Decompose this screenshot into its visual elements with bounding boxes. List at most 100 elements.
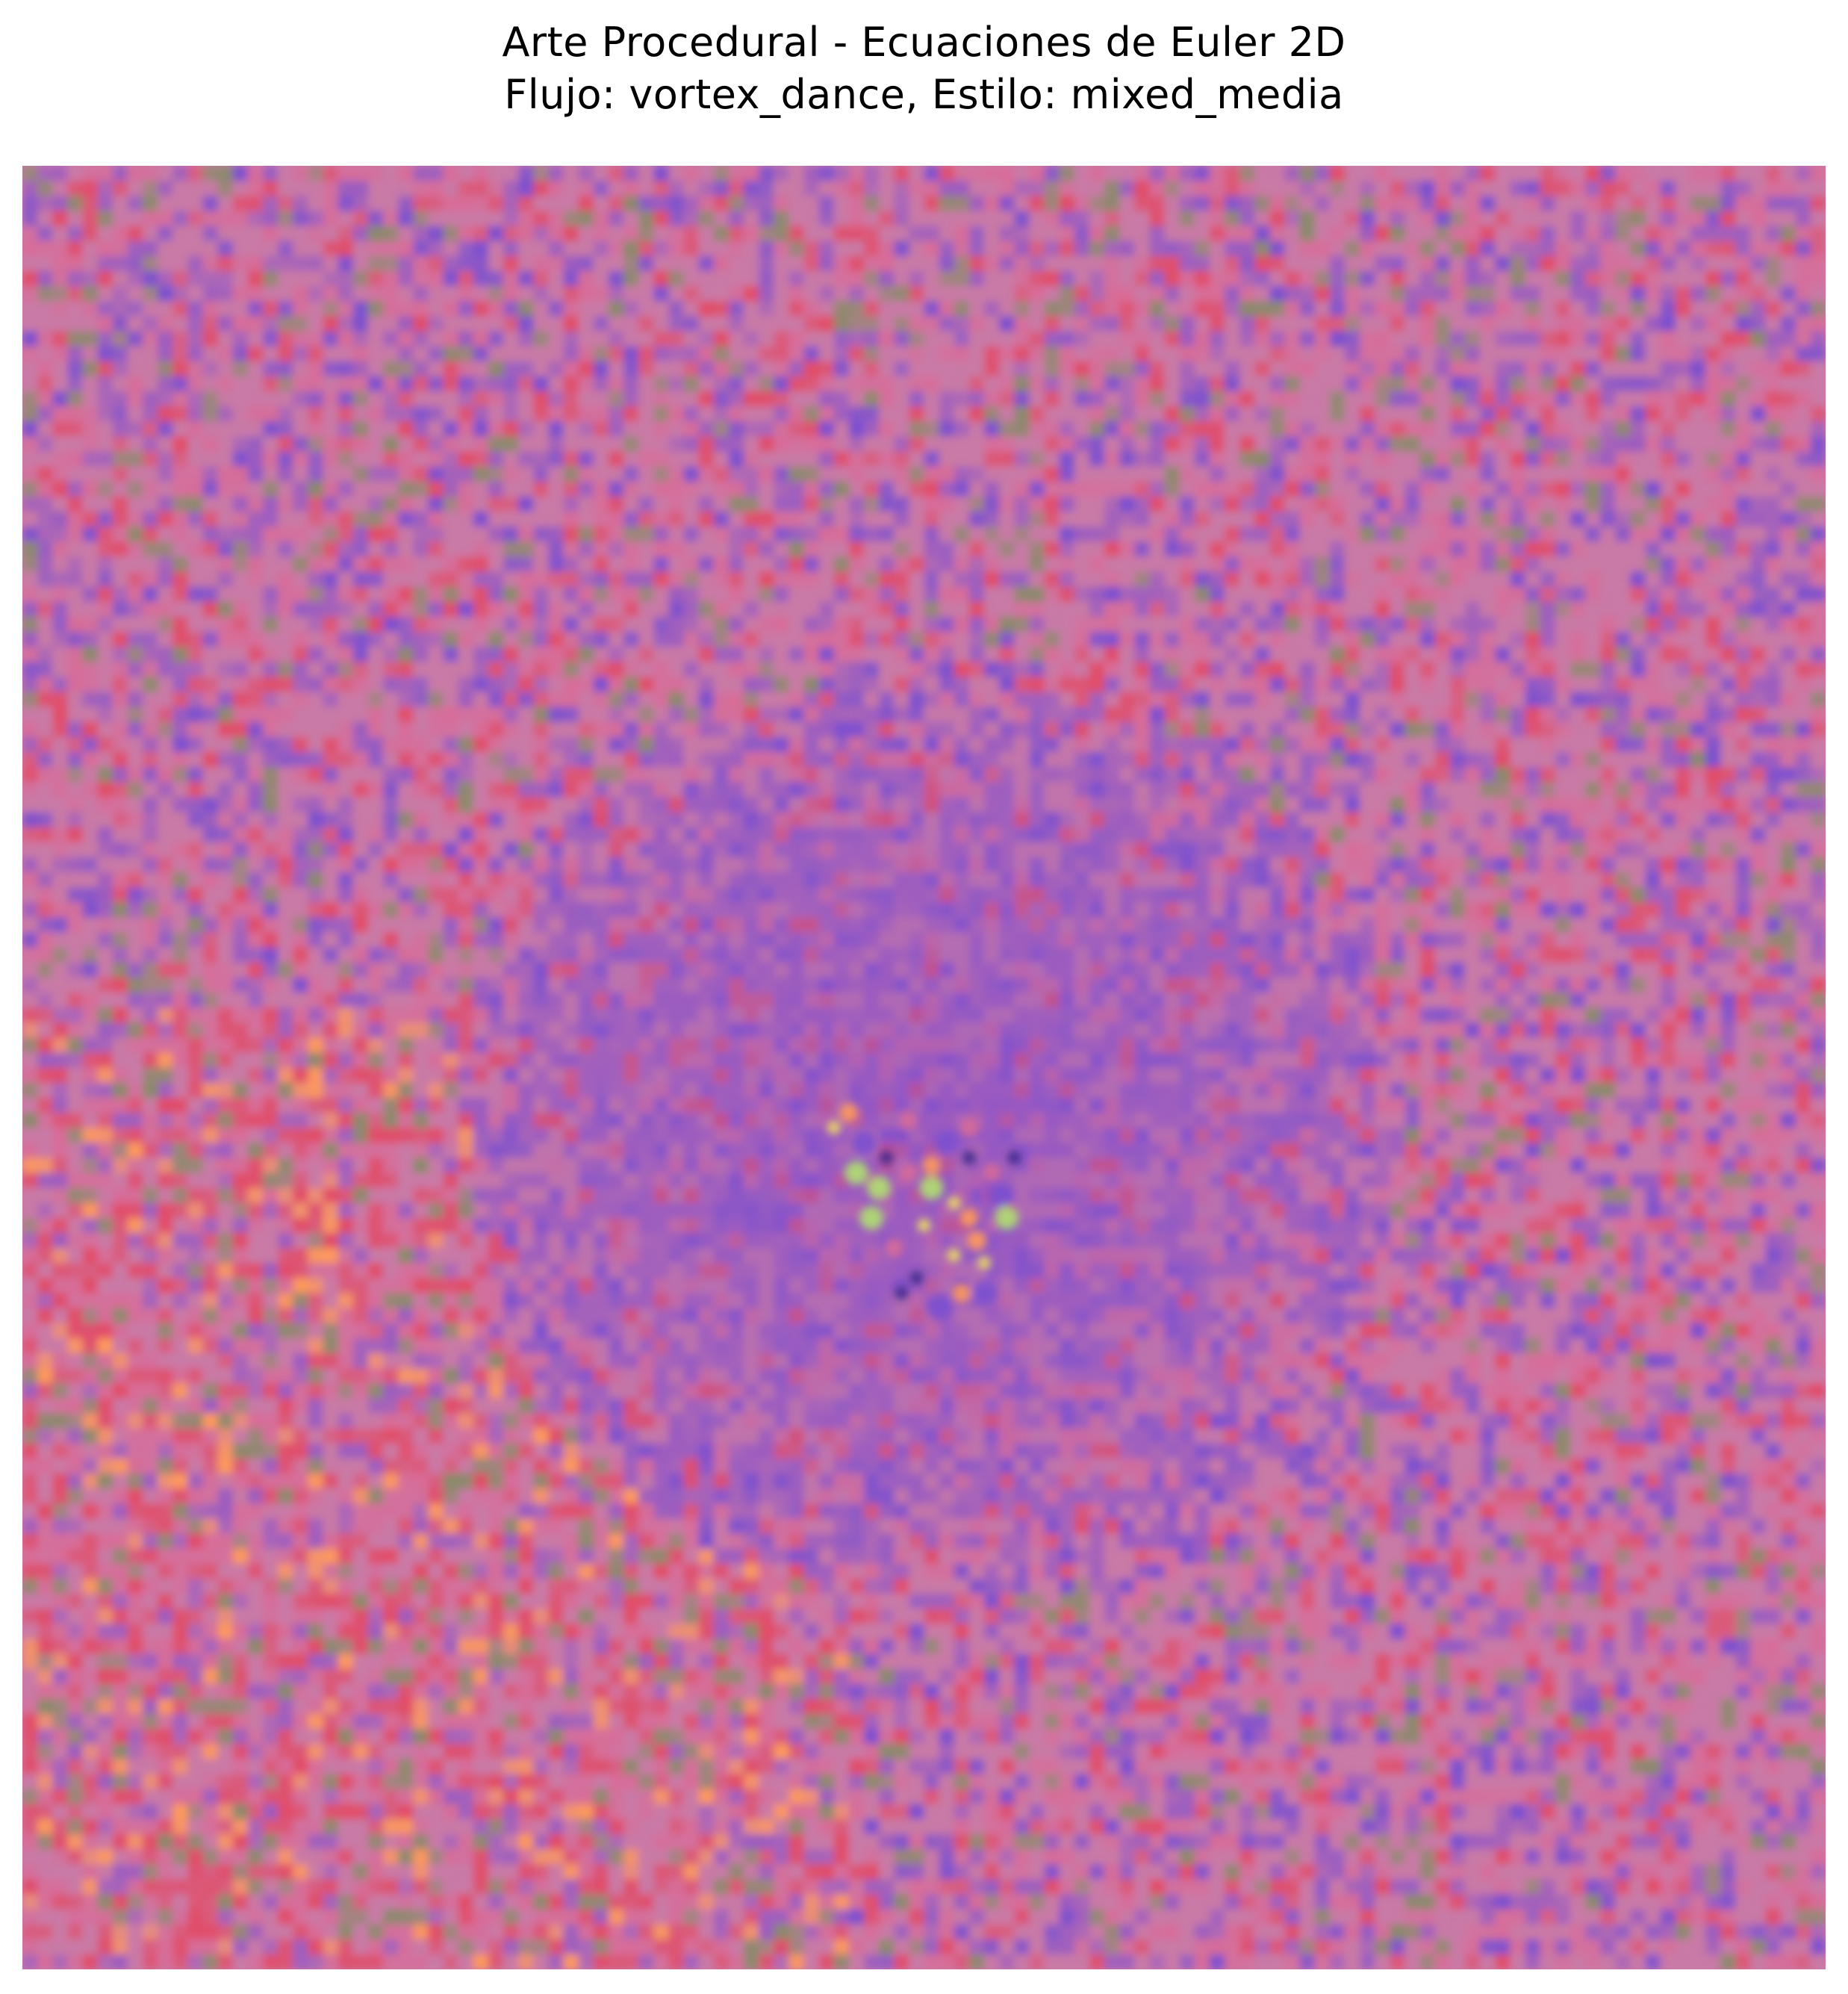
noise-cell xyxy=(1345,571,1360,588)
noise-cell xyxy=(1419,451,1436,468)
noise-cell xyxy=(1645,316,1661,332)
noise-cell xyxy=(1345,541,1360,557)
noise-cell xyxy=(1329,240,1345,257)
noise-cell xyxy=(1540,541,1556,557)
noise-cell xyxy=(263,466,279,482)
noise-cell xyxy=(1735,706,1751,723)
noise-cell xyxy=(1449,331,1466,347)
noise-cell xyxy=(458,616,474,633)
noise-cell xyxy=(1615,751,1631,768)
noise-cell xyxy=(1225,286,1240,302)
noise-cell xyxy=(1510,511,1526,527)
noise-cell xyxy=(548,196,564,211)
noise-cell xyxy=(1014,601,1030,618)
noise-cell xyxy=(608,527,624,542)
noise-cell xyxy=(968,527,985,542)
noise-cell xyxy=(1630,511,1646,527)
noise-cell xyxy=(473,181,489,196)
noise-cell xyxy=(503,301,519,317)
noise-cell xyxy=(337,736,354,753)
noise-cell xyxy=(127,181,143,196)
noise-cell xyxy=(608,751,624,768)
noise-cell xyxy=(1585,541,1601,557)
noise-cell xyxy=(683,541,700,557)
noise-cell xyxy=(443,541,459,557)
noise-cell xyxy=(1449,527,1466,542)
noise-cell xyxy=(217,391,234,407)
noise-cell xyxy=(1164,391,1180,407)
noise-cell xyxy=(232,361,249,377)
noise-cell xyxy=(263,721,279,738)
noise-cell xyxy=(1585,391,1601,407)
noise-cell xyxy=(879,226,895,242)
noise-cell xyxy=(202,496,219,512)
noise-cell xyxy=(608,496,624,512)
noise-cell xyxy=(202,706,219,723)
noise-cell xyxy=(383,706,399,723)
noise-cell xyxy=(953,601,970,618)
noise-cell xyxy=(112,571,128,588)
noise-cell xyxy=(774,255,789,272)
noise-cell xyxy=(1225,361,1240,377)
noise-cell xyxy=(623,586,639,603)
noise-cell xyxy=(623,496,639,512)
noise-cell xyxy=(323,541,339,557)
noise-cell xyxy=(1029,226,1045,242)
noise-cell xyxy=(1269,647,1286,662)
noise-cell xyxy=(127,692,143,708)
noise-cell xyxy=(1569,736,1586,753)
noise-cell xyxy=(82,662,99,677)
noise-cell xyxy=(323,647,339,662)
noise-cell xyxy=(1510,361,1526,377)
noise-cell xyxy=(337,601,354,618)
noise-cell xyxy=(337,211,354,227)
noise-cell xyxy=(323,586,339,603)
noise-cell xyxy=(1059,270,1075,287)
noise-cell xyxy=(323,751,339,768)
noise-cell xyxy=(263,391,279,407)
noise-cell xyxy=(187,616,204,633)
noise-cell xyxy=(533,286,549,302)
noise-cell xyxy=(1239,677,1255,692)
noise-cell xyxy=(232,601,249,618)
noise-cell xyxy=(698,511,715,527)
noise-cell xyxy=(638,616,654,633)
noise-cell xyxy=(293,240,308,257)
noise-cell xyxy=(263,240,279,257)
noise-cell xyxy=(1134,571,1150,588)
noise-cell xyxy=(1254,255,1270,272)
noise-cell xyxy=(1675,631,1691,647)
noise-cell xyxy=(367,706,384,723)
noise-cell xyxy=(593,586,609,603)
noise-cell xyxy=(1705,631,1721,647)
noise-cell xyxy=(1044,451,1060,468)
noise-cell xyxy=(1345,481,1360,497)
noise-cell xyxy=(818,346,835,362)
noise-cell xyxy=(67,782,84,798)
noise-cell xyxy=(698,496,715,512)
noise-cell xyxy=(1194,270,1210,287)
noise-cell xyxy=(82,736,99,753)
noise-cell xyxy=(1750,481,1767,497)
noise-cell xyxy=(909,586,925,603)
noise-cell xyxy=(503,466,519,482)
noise-cell xyxy=(803,421,820,437)
noise-cell xyxy=(1299,751,1316,768)
noise-cell xyxy=(1720,647,1736,662)
noise-cell xyxy=(1149,481,1166,497)
noise-cell xyxy=(1569,556,1586,572)
noise-cell xyxy=(1164,631,1180,647)
noise-cell xyxy=(263,601,279,618)
noise-cell xyxy=(293,436,308,452)
noise-cell xyxy=(383,346,399,362)
noise-cell xyxy=(939,361,955,377)
noise-cell xyxy=(143,316,158,332)
noise-cell xyxy=(833,496,850,512)
noise-cell xyxy=(1314,541,1331,557)
noise-cell xyxy=(1630,436,1646,452)
noise-cell xyxy=(503,226,519,242)
noise-cell xyxy=(894,631,909,647)
noise-cell xyxy=(1149,556,1166,572)
noise-cell xyxy=(1540,316,1556,332)
noise-cell xyxy=(202,616,219,633)
